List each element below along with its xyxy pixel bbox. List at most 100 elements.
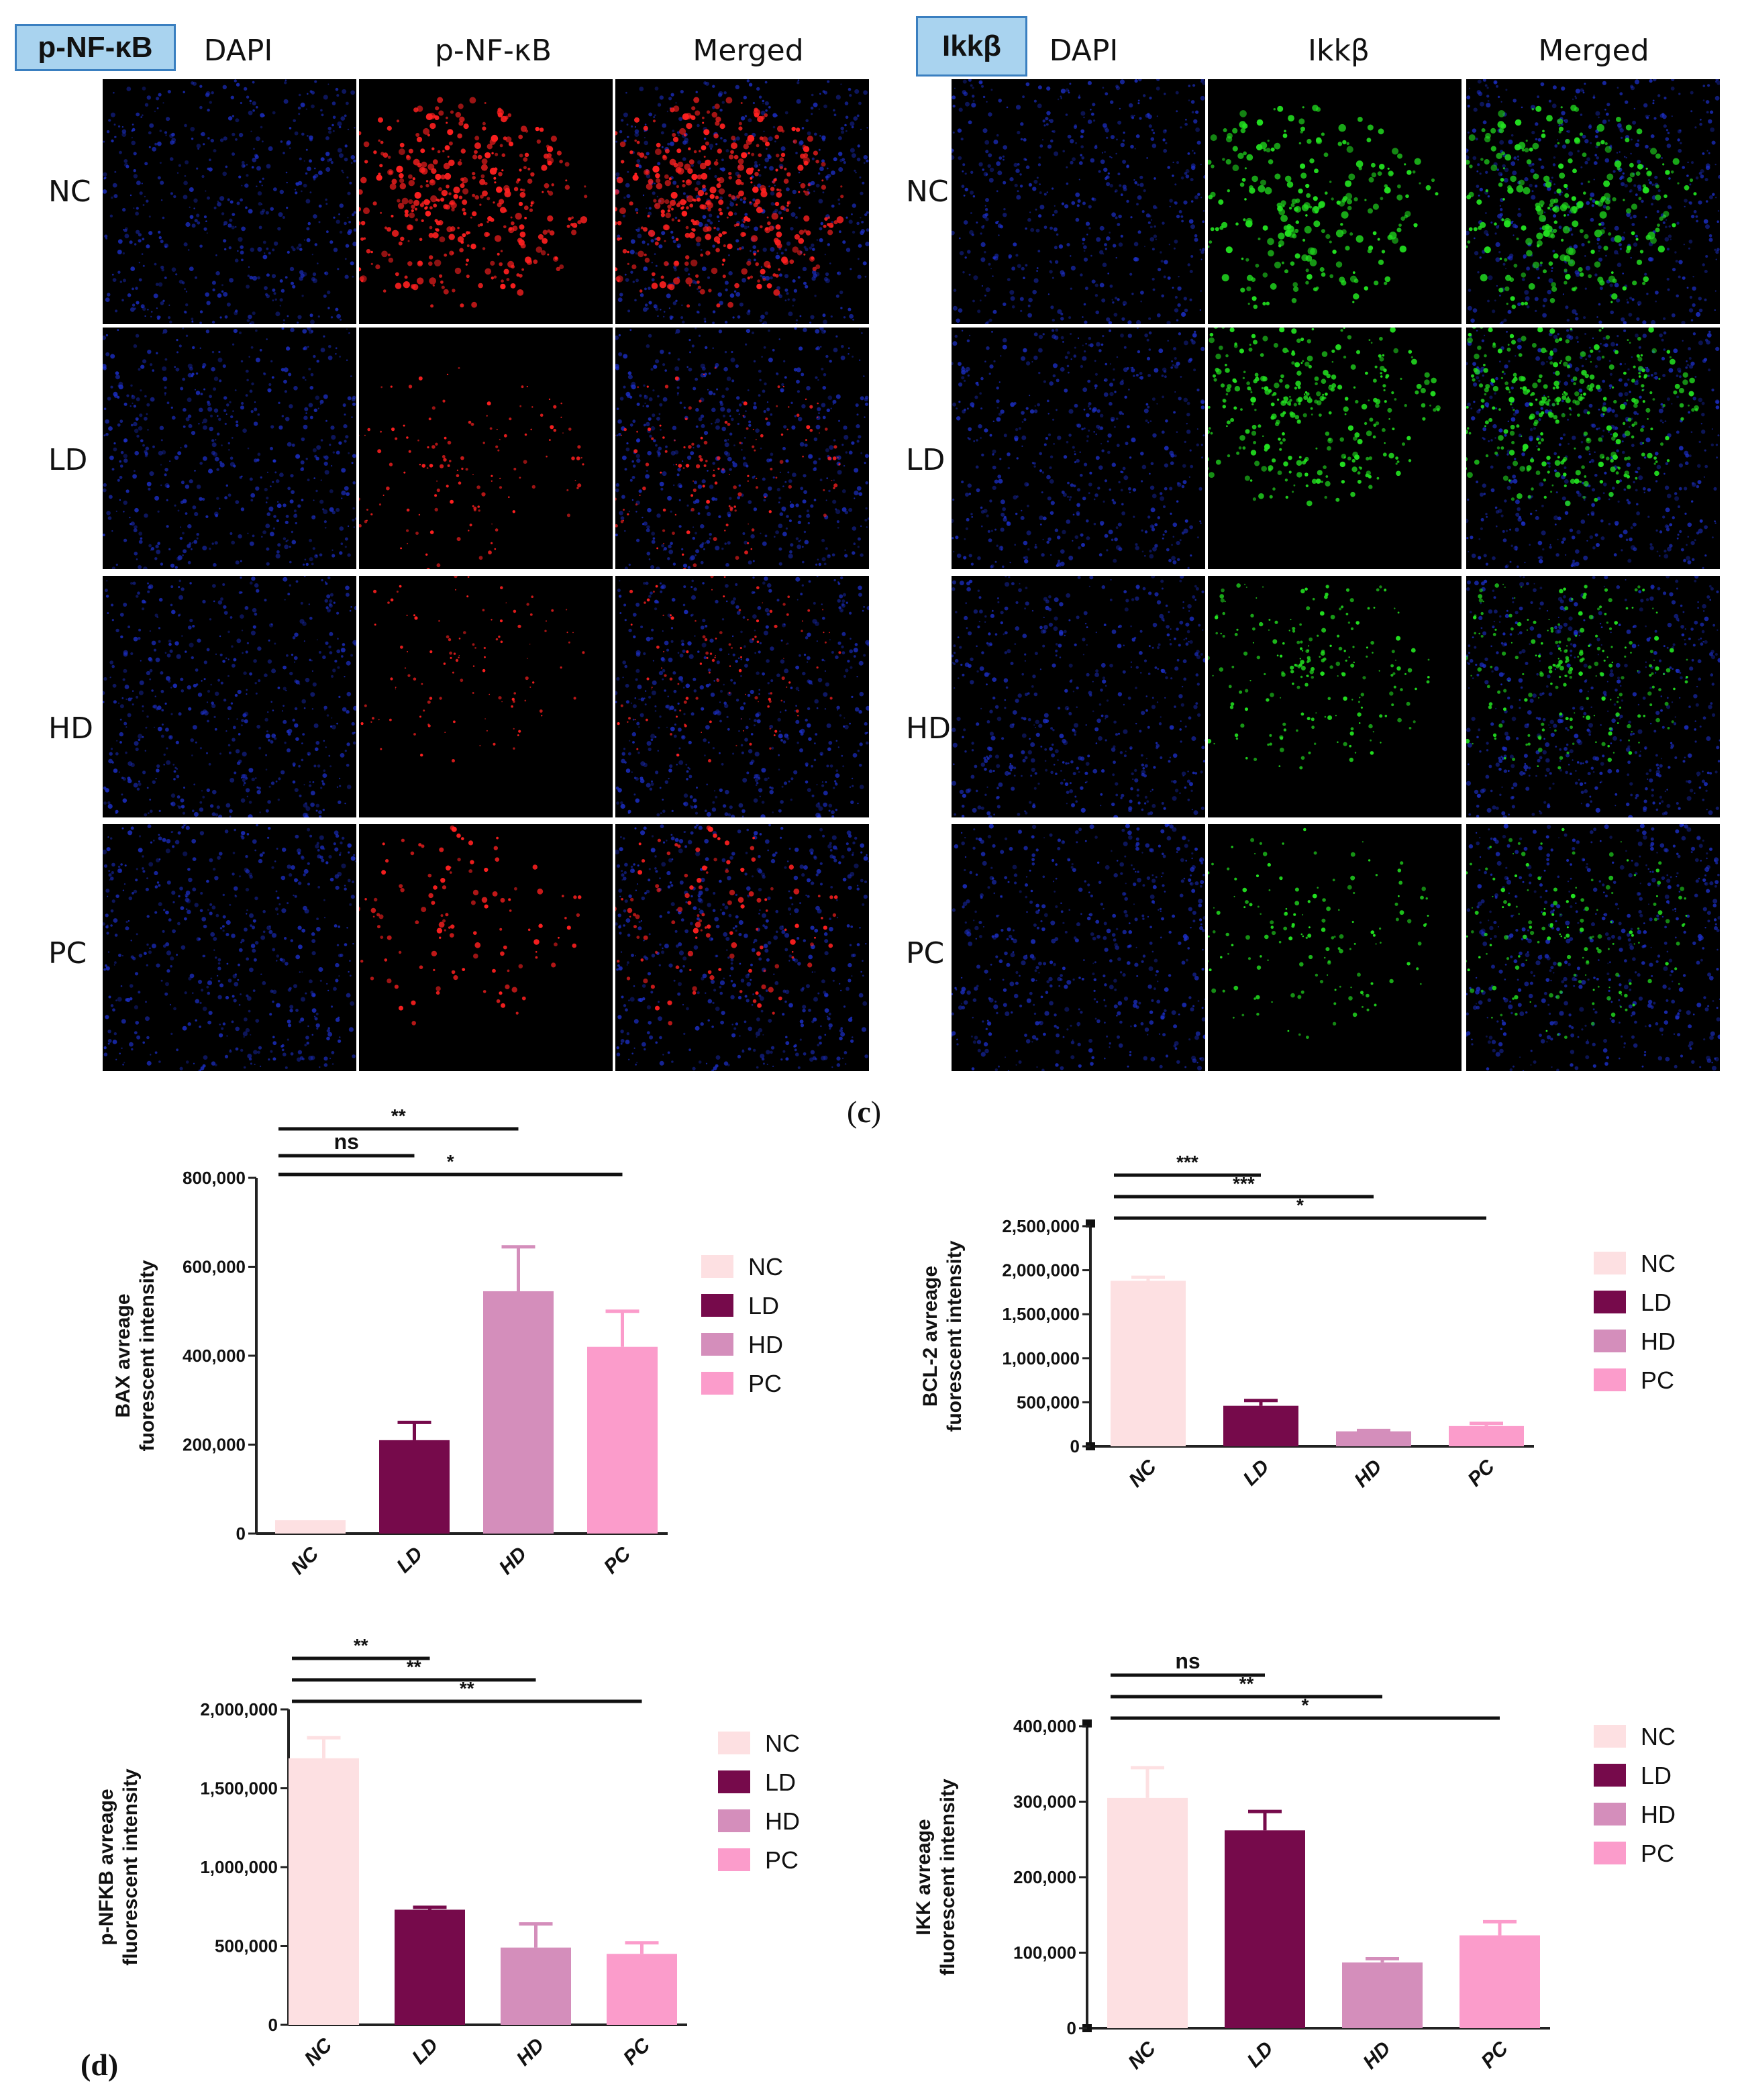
bar-hd: [483, 1291, 554, 1534]
legend-label: HD: [1641, 1328, 1676, 1355]
chart-bax: 0 200,000 400,000 600,000 800,000 BAX avreage…: [0, 1105, 872, 1638]
y-axis-label: fuorescent intensity: [136, 1260, 158, 1451]
y-tick-label: 0: [268, 2015, 278, 2035]
y-tick-label: 0: [236, 1523, 246, 1544]
y-tick-label: 500,000: [1017, 1392, 1080, 1412]
column-label-merged: Merged: [693, 34, 804, 68]
legend-label: PC: [748, 1370, 782, 1397]
y-axis-label: BAX avreage: [112, 1293, 134, 1417]
micrograph-ikkb-nc-merged: [1466, 79, 1720, 324]
panel-tag-ikkb: Ikkβ: [916, 16, 1027, 77]
micrograph-ikkb-hd-dapi: [952, 576, 1205, 817]
y-tick-label: 200,000: [183, 1435, 246, 1455]
legend-swatch-hd: [701, 1333, 733, 1356]
y-tick-label: 100,000: [1013, 1943, 1076, 1963]
y-axis-label: fuorescent intensity: [943, 1240, 966, 1432]
legend-label: LD: [1641, 1289, 1672, 1316]
row-label-nc: NC: [906, 174, 949, 209]
row-label-ld: LD: [48, 443, 88, 477]
micrograph-ikkb-pc-merged: [1466, 824, 1720, 1071]
legend-label: PC: [1641, 1366, 1674, 1394]
y-tick-label: 1,000,000: [1002, 1348, 1080, 1368]
y-tick-label: 400,000: [1013, 1716, 1076, 1736]
micrograph-pnfkb-pc-dapi: [103, 824, 356, 1071]
legend-swatch-nc: [701, 1255, 733, 1278]
micrograph-ikkb-hd-merged: [1466, 576, 1720, 817]
bar-pc: [1459, 1935, 1540, 2028]
y-tick-label: 1,500,000: [200, 1779, 278, 1799]
y-tick-label: 2,500,000: [1002, 1216, 1080, 1236]
y-axis-label: fluorescent intensity: [937, 1779, 959, 1976]
panel-tag-pnfkb: p-NF-κB: [15, 24, 176, 71]
significance-label: ns: [1175, 1649, 1200, 1673]
legend-label: PC: [765, 1846, 799, 1874]
figure-d-caption: (d): [81, 2048, 119, 2082]
micrograph-pnfkb-pc-merged: [615, 824, 869, 1071]
significance-label: ***: [1176, 1152, 1198, 1172]
y-tick-label: 1,500,000: [1002, 1304, 1080, 1324]
chart-bcl2: 0 500,000 1,000,000 1,500,000 2,000,000 2,500…: [872, 1141, 1742, 1638]
legend-label: LD: [748, 1292, 779, 1319]
legend-label: NC: [748, 1253, 783, 1281]
micrograph-pnfkb-hd-merged: [615, 576, 869, 817]
significance-label: *: [1302, 1695, 1309, 1715]
row-label-pc: PC: [48, 936, 87, 970]
chart-ikk: 0 100,000 200,000 300,000 400,000 IKK avreage…: [872, 1638, 1742, 2100]
micrograph-ikkb-ld-stain: [1208, 328, 1462, 569]
x-tick-label: LD: [393, 1543, 427, 1578]
micrograph-ikkb-hd-stain: [1208, 576, 1462, 817]
bar-pc: [1449, 1426, 1524, 1446]
x-tick-label: NC: [300, 2034, 337, 2070]
y-tick-label: 500,000: [215, 1936, 278, 1956]
micrograph-pnfkb-nc-stain: [359, 79, 613, 324]
legend-swatch-pc: [1594, 1842, 1626, 1864]
micrograph-pnfkb-hd-stain: [359, 576, 613, 817]
x-tick-label: HD: [495, 1543, 531, 1579]
row-label-ld: LD: [906, 443, 945, 477]
legend-label: NC: [765, 1730, 800, 1757]
legend-label: LD: [765, 1768, 796, 1796]
y-axis-label: p-NFKB avreage: [95, 1789, 117, 1945]
y-tick-label: 1,000,000: [200, 1857, 278, 1877]
micrograph-pnfkb-nc-merged: [615, 79, 869, 324]
legend-label: HD: [1641, 1801, 1676, 1828]
legend-swatch-hd: [1594, 1330, 1626, 1352]
micrograph-pnfkb-ld-dapi: [103, 328, 356, 569]
column-label-merged: Merged: [1538, 34, 1649, 68]
legend-swatch-pc: [718, 1848, 750, 1871]
row-label-hd: HD: [48, 711, 93, 746]
row-label-nc: NC: [48, 174, 91, 209]
micrograph-ikkb-nc-stain: [1208, 79, 1462, 324]
bar-pc: [587, 1346, 658, 1534]
bar-ld: [379, 1440, 450, 1534]
micrograph-pnfkb-hd-dapi: [103, 576, 356, 817]
bar-hd: [501, 1947, 571, 2025]
legend-label: NC: [1641, 1723, 1676, 1750]
bar-nc: [275, 1520, 346, 1534]
column-label-ikkb: Ikkβ: [1307, 34, 1370, 68]
micrograph-pnfkb-ld-merged: [615, 328, 869, 569]
significance-label: **: [391, 1105, 406, 1126]
x-tick-label: PC: [600, 1542, 636, 1579]
bar-hd: [1336, 1431, 1411, 1446]
significance-label: ns: [334, 1130, 359, 1154]
column-label-dapi: DAPI: [1049, 34, 1119, 68]
legend-swatch-ld: [1594, 1291, 1626, 1313]
x-tick-label: PC: [1477, 2037, 1513, 2073]
x-tick-label: HD: [512, 2034, 548, 2070]
legend-swatch-ld: [718, 1770, 750, 1793]
significance-label: ***: [1233, 1173, 1255, 1194]
legend-swatch-nc: [1594, 1252, 1626, 1274]
legend-swatch-ld: [1594, 1764, 1626, 1787]
y-axis-label: fluorescent intensity: [119, 1768, 142, 1966]
y-tick-label: 2,000,000: [1002, 1260, 1080, 1281]
figure-c-caption: (c): [847, 1095, 882, 1129]
micrograph-pnfkb-pc-stain: [359, 824, 613, 1071]
legend-swatch-nc: [718, 1732, 750, 1754]
y-tick-label: 0: [1067, 2018, 1076, 2038]
y-tick-label: 2,000,000: [200, 1699, 278, 1719]
bar-nc: [289, 1758, 359, 2025]
y-axis-label: BCL-2 avreage: [919, 1266, 941, 1407]
x-tick-label: NC: [1125, 1455, 1162, 1492]
row-label-hd: HD: [906, 711, 951, 746]
